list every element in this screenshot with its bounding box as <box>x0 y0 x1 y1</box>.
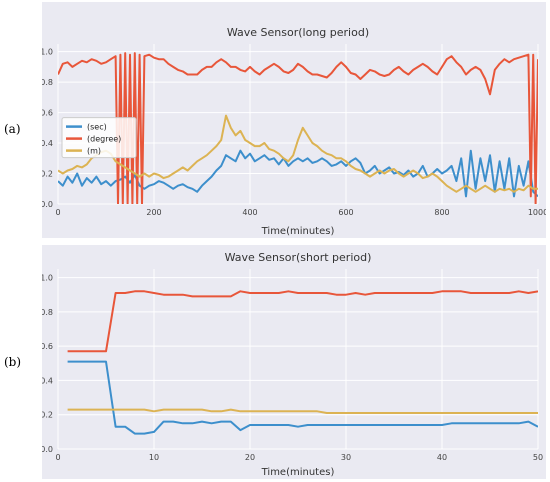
legend-label: (degree) <box>87 135 121 144</box>
legend: (sec) (degree) (m) <box>61 117 137 159</box>
long-period-chart: Wave Sensor(long period) 0.0 0.2 0.4 0.6 0.8 1… <box>42 2 546 238</box>
x-tick-label: 0 <box>55 453 60 462</box>
y-tick-label: 0.0 <box>42 445 53 454</box>
series-line-2 <box>67 290 538 353</box>
y-tick-label: 0.2 <box>42 411 53 420</box>
x-tick-label: 40 <box>437 453 447 462</box>
y-tick-label: 0.8 <box>42 308 53 317</box>
y-tick-label: 0.8 <box>42 78 53 87</box>
y-tick-label: 0.0 <box>42 200 53 209</box>
x-tick-label: 400 <box>242 208 257 217</box>
x-axis-label: Time(minutes) <box>261 226 335 237</box>
series-line-1 <box>67 360 538 435</box>
y-tick-label: 0.4 <box>42 376 53 385</box>
y-tick-label: 0.6 <box>42 342 53 351</box>
x-tick-label: 10 <box>149 453 159 462</box>
series-line-2 <box>58 52 538 204</box>
x-tick-label: 200 <box>146 208 161 217</box>
x-axis-label: Time(minutes) <box>261 467 335 478</box>
y-tick-label: 0.4 <box>42 139 53 148</box>
chart-title: Wave Sensor(short period) <box>225 251 372 264</box>
legend-label: (m) <box>87 147 101 156</box>
x-tick-label: 0 <box>55 208 60 217</box>
x-tick-label: 800 <box>434 208 449 217</box>
x-tick-label: 30 <box>341 453 351 462</box>
x-tick-label: 20 <box>245 453 255 462</box>
x-tick-label: 1000 <box>528 208 546 217</box>
series-line-3 <box>67 408 538 414</box>
x-tick-label: 600 <box>338 208 353 217</box>
panel-label-b: (b) <box>4 355 22 369</box>
y-tick-label: 1.0 <box>42 274 53 283</box>
legend-label: (sec) <box>87 123 107 132</box>
y-tick-label: 1.0 <box>42 48 53 57</box>
series-line-3 <box>58 114 538 193</box>
short-period-chart: Wave Sensor(short period) 0.0 0.2 0.4 0.6 0.8… <box>42 245 546 479</box>
panel-label-a: (a) <box>4 122 21 136</box>
y-tick-label: 0.2 <box>42 170 53 179</box>
chart-title: Wave Sensor(long period) <box>227 26 369 39</box>
chart-background <box>42 245 546 479</box>
x-tick-label: 50 <box>533 453 543 462</box>
y-tick-label: 0.6 <box>42 109 53 118</box>
